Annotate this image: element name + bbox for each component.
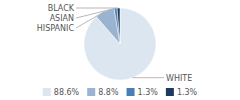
legend-item: 1.3% (127, 88, 159, 97)
legend-item: 1.3% (166, 88, 198, 97)
legend-label: 1.3% (138, 88, 159, 97)
slice-label: HISPANIC (37, 24, 75, 33)
chart: WHITE HISPANICASIANBLACK 88.6% 8.8% 1.3% 1.3% (0, 0, 240, 100)
slice (114, 8, 120, 44)
slice-label: BLACK (48, 4, 75, 13)
legend-label: 8.8% (98, 88, 119, 97)
leader-line (76, 11, 105, 28)
legend-swatch (127, 88, 135, 96)
pie (84, 8, 156, 80)
annotations: WHITE HISPANICASIANBLACK (37, 4, 192, 83)
legend-label: 1.3% (177, 88, 198, 97)
leader-line (76, 8, 119, 9)
legend-swatch (43, 88, 51, 96)
leader-line (133, 77, 164, 78)
slice (117, 8, 120, 44)
slice-label: WHITE (166, 74, 192, 83)
legend-swatch (87, 88, 95, 96)
legend-item: 88.6% (43, 88, 80, 97)
slice-label: ASIAN (50, 14, 74, 23)
legend: 88.6% 8.8% 1.3% 1.3% (43, 88, 198, 97)
legend-swatch (166, 88, 174, 96)
leader-line (76, 8, 116, 18)
legend-label: 88.6% (54, 88, 80, 97)
legend-item: 8.8% (87, 88, 119, 97)
slice (84, 8, 156, 80)
